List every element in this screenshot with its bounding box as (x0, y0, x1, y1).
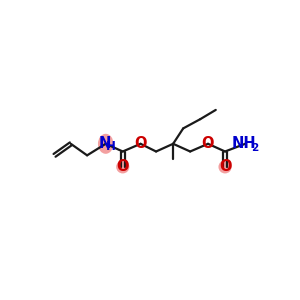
Text: N: N (99, 136, 111, 151)
Ellipse shape (116, 160, 129, 173)
Text: H: H (106, 140, 116, 153)
Text: O: O (116, 159, 129, 174)
Ellipse shape (218, 160, 232, 173)
Text: O: O (219, 159, 231, 174)
Text: O: O (202, 136, 214, 151)
Text: O: O (134, 136, 147, 151)
Text: 2: 2 (251, 143, 258, 153)
Ellipse shape (98, 134, 113, 154)
Text: NH: NH (231, 136, 256, 151)
